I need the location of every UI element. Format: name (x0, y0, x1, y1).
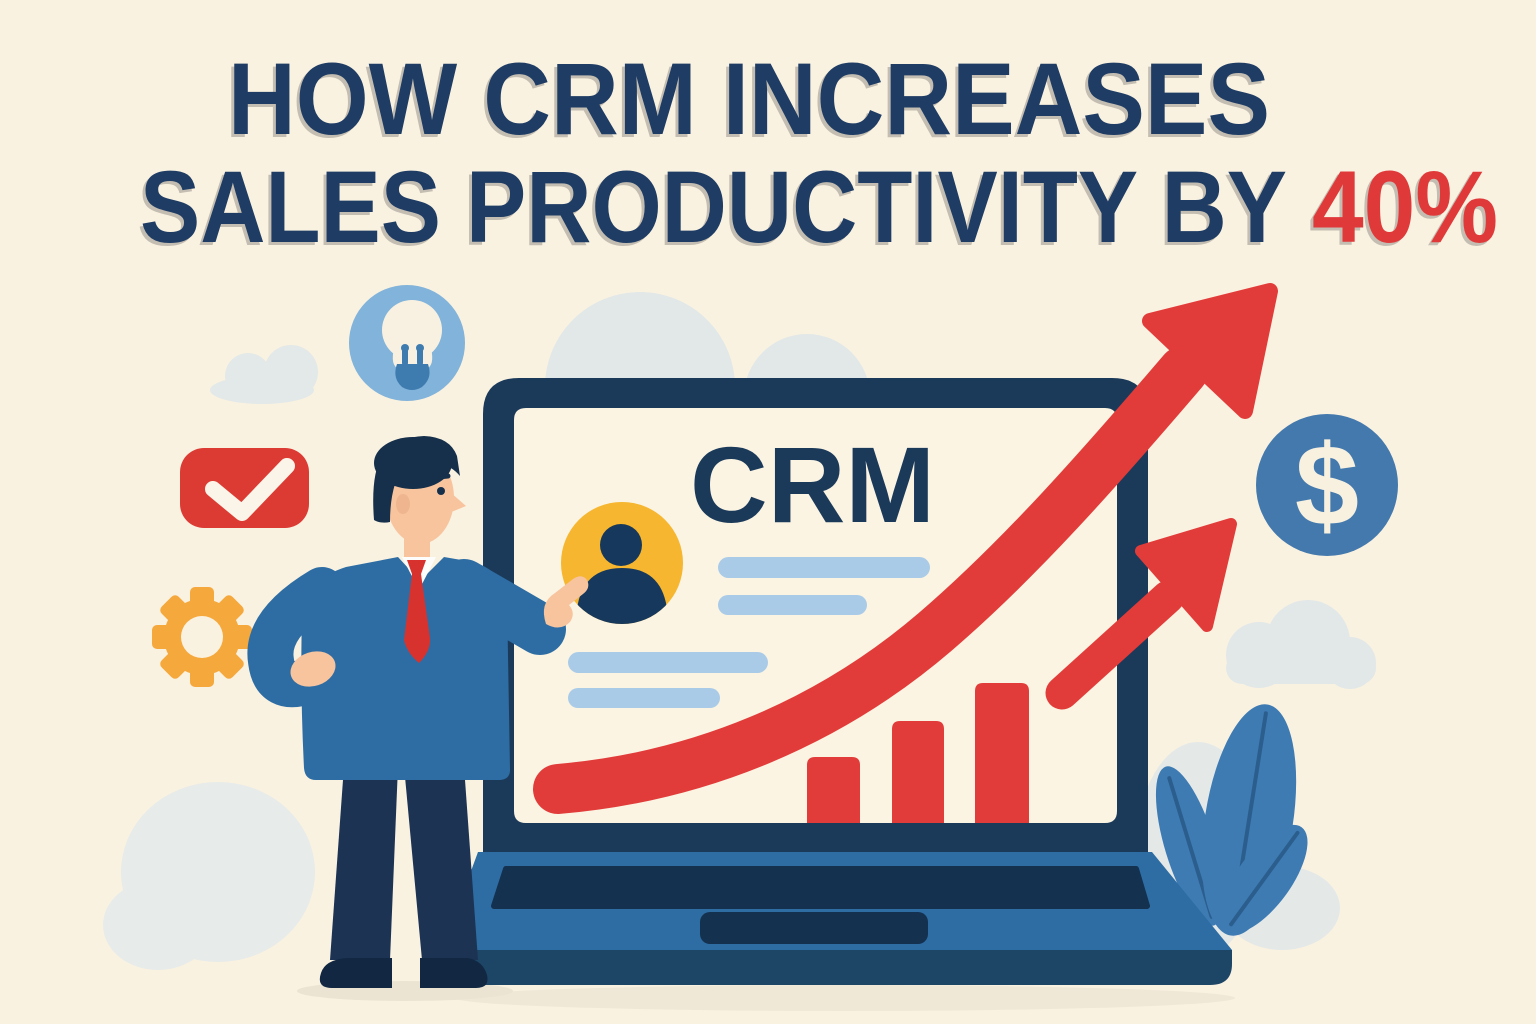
man-shoe-right (420, 958, 488, 988)
laptop-shadow (455, 985, 1235, 1011)
lightbulb-icon (349, 285, 465, 401)
dollar-icon: $ (1256, 414, 1398, 556)
bush-bottom-left (103, 782, 315, 970)
cloud-right (1226, 600, 1376, 689)
businessman-figure (247, 436, 589, 988)
crm-heading: CRM (690, 424, 935, 545)
headline-percentage: 40% (1312, 150, 1498, 264)
laptop-trackpad (700, 912, 928, 944)
man-nose (449, 492, 466, 513)
man-hand-left (290, 651, 336, 687)
man-leg-left (330, 766, 398, 960)
headline-line1: HOW CRM INCREASES (228, 42, 1270, 156)
cloud-top-left (210, 345, 318, 404)
man-hair (373, 436, 460, 523)
man-shoe-left (319, 958, 392, 988)
laptop-keyboard (491, 866, 1150, 909)
user-avatar-icon (561, 502, 683, 624)
secondary-arrow-icon (1045, 518, 1237, 710)
laptop-base-front (442, 950, 1232, 985)
man-ear (396, 494, 410, 514)
plant-icon (1155, 704, 1308, 936)
text-placeholder-lines (568, 557, 930, 708)
man-arm-left (247, 567, 345, 708)
dollar-symbol: $ (1295, 422, 1359, 550)
crm-screen-content: CRM (561, 424, 1029, 823)
man-tie (404, 560, 431, 663)
checkmark-icon (180, 448, 309, 528)
headline: HOW CRM INCREASES SALES PRODUCTIVITY BY … (140, 42, 1498, 264)
laptop-screen (514, 408, 1117, 823)
man-eye (437, 487, 445, 495)
man-arm-right (438, 559, 566, 655)
bar-chart-icon (807, 683, 1029, 823)
growth-arrow-icon (533, 283, 1278, 814)
headline-line2: SALES PRODUCTIVITY BY (140, 150, 1287, 264)
man-suit-jacket (301, 557, 510, 780)
gear-icon (152, 587, 252, 687)
man-leg-right (404, 766, 478, 960)
man-hand-pointing (543, 576, 589, 628)
laptop: CRM (442, 378, 1232, 985)
